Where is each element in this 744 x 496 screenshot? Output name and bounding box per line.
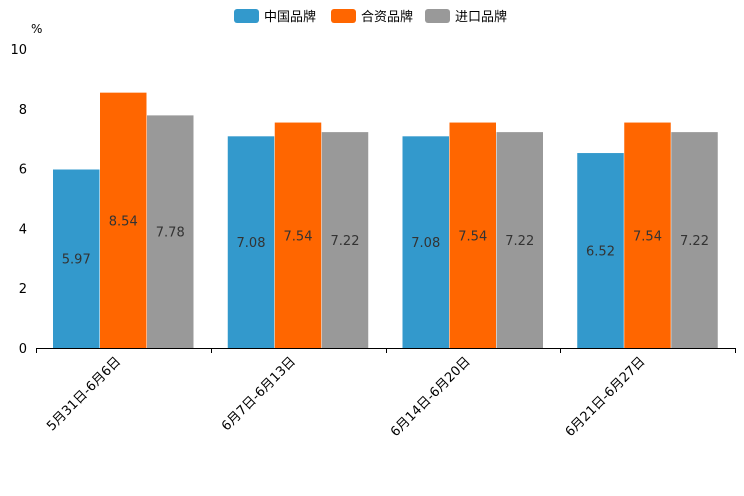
bar[interactable] [402, 136, 450, 348]
y-axis-unit-label: % [31, 22, 42, 36]
bar-group: 5.97 8.54 7.78 [53, 92, 194, 349]
data-label: 7.54 [633, 229, 662, 244]
bar[interactable] [321, 132, 369, 348]
data-label: 7.08 [411, 236, 440, 251]
legend-swatch [425, 9, 450, 23]
bar-group: 7.08 7.54 7.22 [402, 122, 544, 348]
bar-group: 6.52 7.54 7.22 [577, 122, 718, 348]
x-tick-label: 6月7日-6月13日 [219, 354, 299, 434]
y-axis-ticks: 0 2 4 6 8 10 [10, 43, 27, 357]
y-tick-label: 4 [19, 222, 27, 237]
data-label: 7.08 [237, 236, 266, 251]
data-label: 7.22 [680, 234, 709, 249]
bar[interactable] [53, 169, 100, 348]
bar[interactable] [496, 132, 544, 348]
data-label: 6.52 [586, 245, 615, 260]
data-label: 7.22 [331, 234, 360, 249]
legend-label: 合资品牌 [361, 9, 413, 25]
data-label: 7.22 [505, 234, 534, 249]
x-tick-label: 5月31日-6月6日 [44, 354, 124, 434]
y-tick-label: 10 [10, 43, 27, 58]
bar[interactable] [227, 136, 275, 348]
bar[interactable] [671, 132, 718, 348]
y-tick-label: 2 [19, 282, 27, 297]
legend-label: 中国品牌 [264, 9, 316, 25]
bar-groups: 5.978.547.787.08 7.54 7.22 7.08 7.54 7.226.52… [53, 92, 718, 349]
bar[interactable] [274, 122, 322, 348]
legend-item[interactable]: 中国品牌 [234, 9, 316, 25]
legend-item[interactable]: 合资品牌 [331, 9, 413, 25]
y-tick-label: 0 [19, 342, 27, 357]
x-tick-label: 6月14日-6月20日 [388, 354, 474, 440]
legend-label: 进口品牌 [455, 9, 507, 25]
data-label: 5.97 [62, 253, 91, 268]
bar-group: 7.08 7.54 7.22 [227, 122, 369, 348]
y-tick-label: 6 [19, 163, 27, 178]
legend-item[interactable]: 进口品牌 [425, 9, 507, 25]
legend[interactable]: 中国品牌 合资品牌 进口品牌 [234, 9, 507, 25]
x-axis: 5月31日-6月6日 6月7日-6月13日 6月14日-6月20日 6月21日-6月2… [36, 348, 736, 440]
data-label: 7.54 [284, 229, 313, 244]
bar[interactable] [147, 115, 194, 349]
bar[interactable] [449, 122, 497, 348]
legend-swatch [234, 9, 259, 23]
bar[interactable] [100, 92, 147, 349]
data-label: 7.78 [156, 226, 185, 241]
legend-swatch [331, 9, 356, 23]
y-tick-label: 8 [19, 103, 27, 118]
x-tick-label: 6月21日-6月27日 [563, 354, 649, 440]
bar[interactable] [624, 122, 671, 348]
data-label: 7.54 [458, 229, 487, 244]
data-label: 8.54 [109, 214, 138, 229]
bar[interactable] [577, 153, 624, 348]
